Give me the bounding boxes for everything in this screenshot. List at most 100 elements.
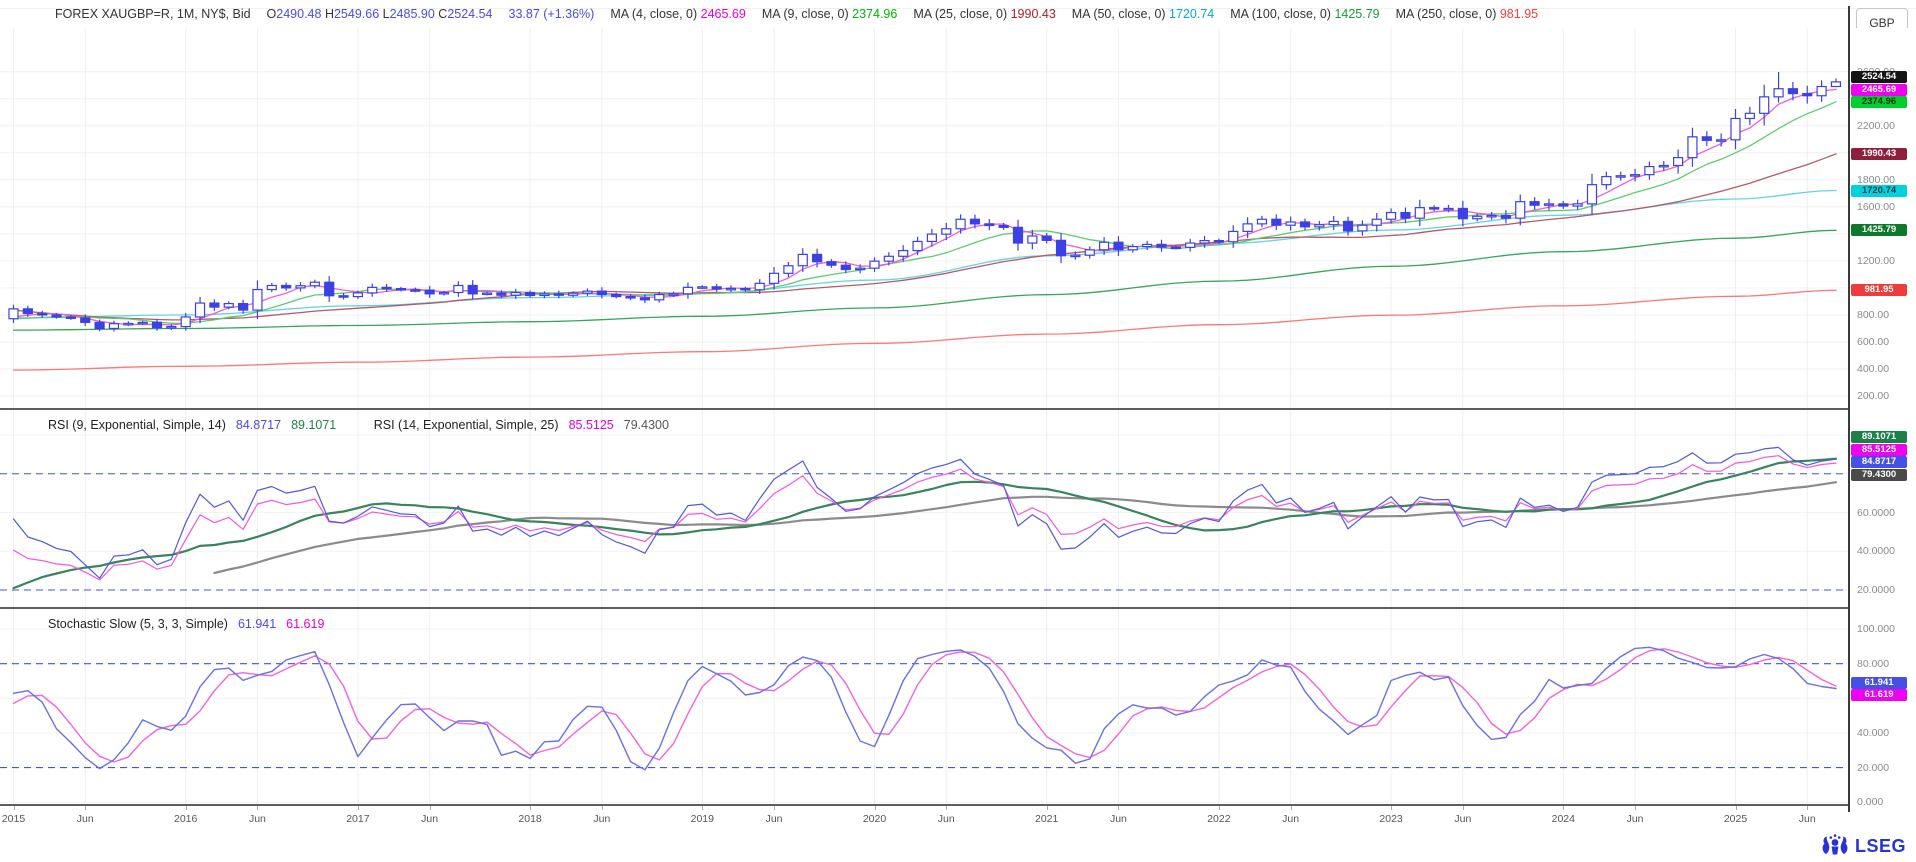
stochastic-panel[interactable]: Stochastic Slow (5, 3, 3, Simple) 61.941 6… <box>0 609 1916 808</box>
y-axis-tick: 1800.00 <box>1857 173 1895 186</box>
time-axis-tick <box>702 806 704 810</box>
y-axis-tick: 60.0000 <box>1857 506 1895 519</box>
time-axis-tick <box>1391 806 1393 810</box>
time-axis-tick <box>1046 806 1048 810</box>
time-axis-label: Jun <box>593 813 611 825</box>
time-axis-label: 2022 <box>1207 813 1231 825</box>
time-axis-label: Jun <box>248 813 266 825</box>
indicator-value: 84.8717 <box>235 418 282 432</box>
ma-legend-item[interactable]: MA (100, close, 0) 1425.79 <box>1230 7 1380 21</box>
time-axis-label: 2024 <box>1551 813 1575 825</box>
ohlc-readout: O2490.48 H2549.66 L2485.90 C2524.54 <box>267 7 493 21</box>
price-badge: 85.5125 <box>1851 443 1907 456</box>
y-axis-tick: 40.000 <box>1857 726 1890 739</box>
price-badge: 79.4300 <box>1851 468 1907 481</box>
ma-legend-item[interactable]: MA (4, close, 0) 2465.69 <box>610 7 746 21</box>
ohlc-key: L <box>382 7 390 21</box>
rsi1-title[interactable]: RSI (9, Exponential, Simple, 14) <box>48 418 226 432</box>
y-axis-tick: 1200.00 <box>1857 254 1895 267</box>
stoch-values: 61.941 61.619 <box>238 617 334 631</box>
lseg-crest-icon <box>1822 834 1848 855</box>
y-axis-tick: 100.000 <box>1857 623 1895 635</box>
time-axis-label: 2017 <box>346 813 370 825</box>
stoch-title[interactable]: Stochastic Slow (5, 3, 3, Simple) <box>48 617 228 631</box>
y-axis-tick: 600.00 <box>1857 335 1890 348</box>
price-badge: 61.619 <box>1851 689 1907 702</box>
ohlc-value: 2490.48 <box>276 7 325 21</box>
xaxis-separator <box>0 804 1848 806</box>
ohlc-value: 2549.66 <box>333 7 383 21</box>
stochastic-header[interactable]: Stochastic Slow (5, 3, 3, Simple) 61.941 6… <box>48 617 344 631</box>
y-axis-tick: 400.00 <box>1857 362 1890 375</box>
price-badge: 1425.79 <box>1851 224 1907 237</box>
time-axis-label: 2023 <box>1379 813 1403 825</box>
y-axis-tick: 0.000 <box>1857 796 1884 809</box>
lseg-logo: LSEG <box>1820 833 1906 859</box>
price-badge: 1990.43 <box>1851 148 1907 161</box>
panel-separator[interactable] <box>0 408 1848 410</box>
price-badge: 84.8717 <box>1851 456 1907 469</box>
time-axis-label: Jun <box>1282 813 1300 825</box>
ohlc-key: H <box>324 7 334 21</box>
time-axis-tick <box>601 806 603 810</box>
price-axis: 2600.002200.001800.001600.001200.00800.0… <box>1848 28 1916 408</box>
lseg-logo-text: LSEG <box>1854 835 1906 856</box>
time-axis-tick <box>13 806 15 810</box>
y-axis-tick: 20.0000 <box>1857 584 1895 596</box>
indicator-value: 79.4300 <box>623 418 669 432</box>
ohlc-value: 2524.54 <box>447 7 493 21</box>
axis-divider[interactable] <box>1848 6 1850 812</box>
time-axis-tick <box>1218 806 1220 810</box>
y-axis-tick: 200.00 <box>1857 390 1890 403</box>
panel-separator[interactable] <box>0 607 1848 609</box>
price-panel[interactable]: 2600.002200.001800.001600.001200.00800.0… <box>0 28 1916 408</box>
y-axis-tick: 1600.00 <box>1857 200 1895 213</box>
time-axis-tick <box>357 806 359 810</box>
time-axis-tick <box>1290 806 1292 810</box>
time-axis-tick <box>1635 806 1637 810</box>
time-axis-label: 2025 <box>1723 813 1748 825</box>
ma-legend-item[interactable]: MA (250, close, 0) 981.95 <box>1395 7 1539 21</box>
candlesticks <box>8 71 1842 332</box>
time-axis-tick <box>1807 806 1809 810</box>
rsi-plot[interactable] <box>0 410 1848 607</box>
price-plot[interactable] <box>0 28 1848 408</box>
time-axis-label: Jun <box>1798 813 1816 825</box>
time-axis-label: 2021 <box>1035 813 1059 825</box>
stochastic-axis: 100.000 80.000 40.000 20.000 0.000 61.941 61.6… <box>1848 609 1916 808</box>
rsi-header[interactable]: RSI (9, Exponential, Simple, 14) 84.8717 8… <box>48 418 689 432</box>
rsi2-title[interactable]: RSI (14, Exponential, Simple, 25) <box>373 418 559 432</box>
time-axis-label: 2016 <box>174 813 198 825</box>
time-axis-tick <box>530 806 532 810</box>
ma-legend-item[interactable]: MA (25, close, 0) 1990.43 <box>913 7 1056 21</box>
time-axis-label: Jun <box>1454 813 1472 825</box>
time-axis-label: Jun <box>421 813 439 825</box>
instrument-title[interactable]: FOREX XAUGBP=R, 1M, NY$, Bid <box>55 7 251 21</box>
chart-header: FOREX XAUGBP=R, 1M, NY$, Bid O2490.48 H2… <box>0 0 1848 28</box>
y-axis-tick: 800.00 <box>1857 308 1890 321</box>
price-badge: 61.941 <box>1851 676 1907 689</box>
ohlc-key: C <box>438 7 448 21</box>
rsi-panel[interactable]: RSI (9, Exponential, Simple, 14) 84.8717 8… <box>0 410 1916 607</box>
time-axis-tick <box>429 806 431 810</box>
indicator-value: 61.941 <box>237 617 277 631</box>
ma-legend-item[interactable]: MA (9, close, 0) 2374.96 <box>761 7 898 21</box>
time-axis[interactable]: 2015 Jun 2016 Jun 2017 Jun 2018 Jun 2019 Jun 2020 J… <box>0 806 1848 832</box>
price-badge: 2524.54 <box>1851 71 1907 84</box>
time-axis-tick <box>774 806 776 810</box>
y-axis-tick: 80.000 <box>1857 657 1890 670</box>
time-axis-tick <box>1735 806 1737 810</box>
indicator-value: 61.619 <box>286 617 325 631</box>
time-axis-tick <box>1462 806 1464 810</box>
time-axis-tick <box>85 806 87 810</box>
time-axis-tick <box>257 806 259 810</box>
indicator-value: 89.1071 <box>291 418 337 432</box>
stochastic-plot[interactable] <box>0 609 1848 804</box>
ma-legend-item[interactable]: MA (50, close, 0) 1720.74 <box>1071 7 1215 21</box>
price-badge: 2465.69 <box>1851 83 1907 96</box>
y-axis-tick: 40.0000 <box>1857 545 1895 558</box>
rsi-axis: 100.000060.000040.000020.000089.107185.5… <box>1848 410 1916 607</box>
change-readout: 33.87 (+1.36%) <box>508 7 595 21</box>
time-axis-label: Jun <box>937 813 955 825</box>
